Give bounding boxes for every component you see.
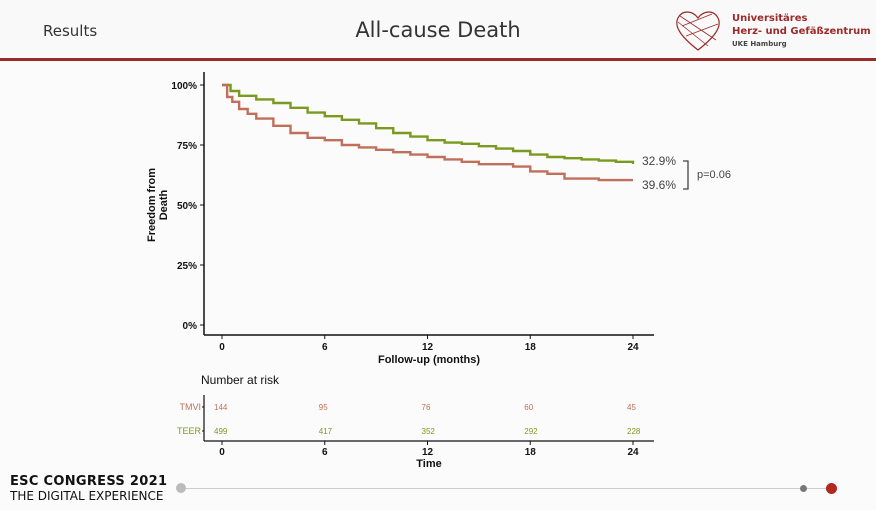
- risk-cell: 144: [214, 403, 228, 412]
- teer-end-label: 32.9%: [642, 154, 676, 168]
- logo-text: Universitäres Herz- und Gefäßzentrum UKE…: [732, 12, 871, 51]
- progress-current-dot[interactable]: [826, 483, 837, 494]
- section-label: Results: [43, 22, 98, 40]
- footer-line-1: ESC CONGRESS 2021: [10, 474, 168, 489]
- survival-curve-tmvi: [222, 83, 633, 182]
- progress-marker-dot[interactable]: [800, 485, 807, 492]
- chart-axes: 0% 25% 50% 75% 100% 0 6 12 18 24 Follow-up (months…: [146, 72, 654, 366]
- footer-line-2: THE DIGITAL EXPERIENCE: [10, 489, 164, 503]
- risk-x-tick-label: 0: [219, 447, 225, 458]
- risk-x-tick-label: 12: [422, 447, 434, 458]
- risk-x-tick-label: 18: [525, 447, 537, 458]
- y-axis-title-line-2: Death: [158, 189, 170, 220]
- risk-cell: 352: [422, 427, 436, 436]
- p-value-bracket: [683, 160, 689, 190]
- y-tick-label: 100%: [171, 81, 197, 92]
- logo-line-3: UKE Hamburg: [732, 40, 787, 48]
- y-tick-label: 50%: [177, 201, 197, 212]
- risk-x-tick-label: 6: [322, 447, 328, 458]
- risk-cell: 499: [214, 427, 228, 436]
- chart-labels: 32.9% 39.6% p=0.06: [642, 154, 731, 192]
- risk-cell: 417: [319, 427, 333, 436]
- risk-cell: 60: [524, 403, 533, 412]
- risk-table-title: Number at risk: [201, 373, 280, 387]
- logo-line-1: Universitäres: [732, 13, 808, 24]
- footer-brand: ESC CONGRESS 2021 THE DIGITAL EXPERIENCE: [10, 474, 167, 503]
- risk-row-label: TEER: [177, 426, 202, 436]
- logo-line-2: Herz- und Gefäßzentrum: [732, 26, 871, 37]
- header-bar: Results All-cause Death Universitäres He…: [0, 0, 876, 61]
- risk-cell: 95: [319, 403, 328, 412]
- x-tick-label: 24: [627, 342, 639, 353]
- risk-cell: 76: [422, 403, 431, 412]
- risk-cell: 292: [524, 427, 538, 436]
- risk-cell: 228: [627, 427, 641, 436]
- uke-logo: Universitäres Herz- und Gefäßzentrum UKE…: [672, 6, 872, 56]
- survival-chart: 0% 25% 50% 75% 100% 0 6 12 18 24 Follow-up (months…: [146, 72, 731, 470]
- survival-curve-teer: [222, 83, 635, 164]
- slide-title: All-cause Death: [355, 18, 521, 42]
- x-tick-label: 0: [219, 342, 225, 353]
- x-tick-label: 6: [322, 342, 328, 353]
- p-value-label: p=0.06: [697, 169, 731, 181]
- header-divider: [0, 58, 876, 61]
- chart-series: [222, 83, 635, 182]
- risk-x-tick-label: 24: [627, 447, 639, 458]
- risk-time-label: Time: [416, 458, 441, 470]
- y-tick-label: 25%: [177, 261, 197, 272]
- risk-cell: 45: [627, 403, 636, 412]
- heart-logo-icon: [676, 11, 720, 51]
- x-tick-label: 18: [525, 342, 537, 353]
- y-axis-title: Freedom fromDeath: [146, 168, 170, 242]
- risk-row-label: TMVI: [180, 402, 202, 412]
- x-tick-label: 12: [422, 342, 434, 353]
- x-axis-title: Follow-up (months): [378, 354, 480, 366]
- y-tick-label: 0%: [183, 321, 198, 332]
- progress-start-dot[interactable]: [176, 483, 186, 493]
- y-tick-label: 75%: [177, 141, 197, 152]
- y-axis-title-line-1: Freedom from: [146, 168, 158, 242]
- slide-progress-track[interactable]: [180, 488, 835, 489]
- tmvi-end-label: 39.6%: [642, 178, 676, 192]
